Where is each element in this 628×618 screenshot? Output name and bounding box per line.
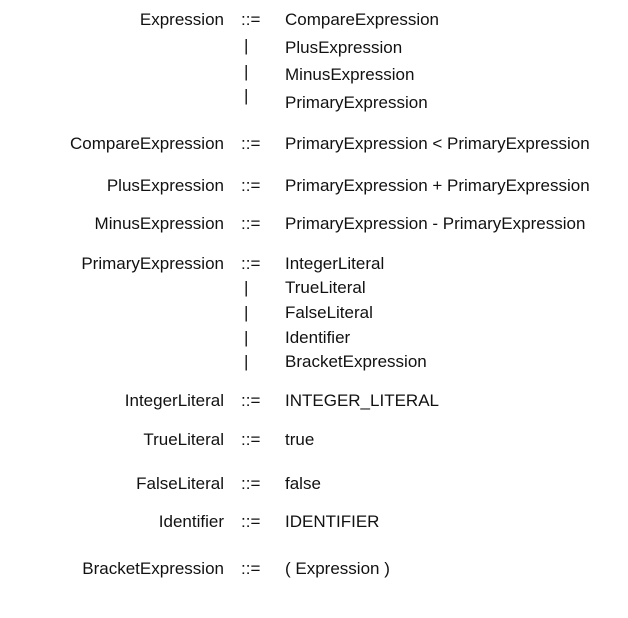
definition-operator: ::= xyxy=(241,134,261,153)
alternative-separator: | xyxy=(244,62,249,81)
rule-name-expression: Expression xyxy=(139,10,224,29)
rule-name-plus-expression: PlusExpression xyxy=(106,176,224,195)
definition-operator: ::= xyxy=(241,430,261,449)
definition-operator: ::= xyxy=(241,214,261,233)
definition-operator: ::= xyxy=(241,254,261,273)
alternative-minus-expression: MinusExpression xyxy=(285,65,415,84)
rule-body-minus-expression: PrimaryExpression - PrimaryExpression xyxy=(285,214,586,233)
rule-name-true-literal: TrueLiteral xyxy=(143,430,224,449)
token-integer-literal: INTEGER_LITERAL xyxy=(285,391,439,410)
rule-name-integer-literal: IntegerLiteral xyxy=(124,391,224,410)
definition-operator: ::= xyxy=(241,474,261,493)
rule-name-minus-expression: MinusExpression xyxy=(94,214,224,233)
keyword-false: false xyxy=(285,474,321,493)
token-identifier: IDENTIFIER xyxy=(285,512,380,531)
rule-name-bracket-expression: BracketExpression xyxy=(82,559,224,578)
rule-name-identifier: Identifier xyxy=(158,512,224,531)
alternative-separator: | xyxy=(244,86,249,105)
alternative-separator: | xyxy=(244,352,249,371)
alternative-integer-literal: IntegerLiteral xyxy=(285,254,385,273)
alternative-separator: | xyxy=(244,328,249,347)
alternative-plus-expression: PlusExpression xyxy=(285,38,403,57)
alternative-bracket-expression: BracketExpression xyxy=(285,352,427,371)
rule-body-plus-expression: PrimaryExpression + PrimaryExpression xyxy=(285,176,590,195)
alternative-separator: | xyxy=(244,303,249,322)
rule-body-bracket-expression: ( Expression ) xyxy=(285,559,390,578)
definition-operator: ::= xyxy=(241,10,261,29)
rule-name-primary-expression: PrimaryExpression xyxy=(81,254,224,273)
definition-operator: ::= xyxy=(241,176,261,195)
definition-operator: ::= xyxy=(241,559,261,578)
rule-body-compare-expression: PrimaryExpression < PrimaryExpression xyxy=(285,134,590,153)
definition-operator: ::= xyxy=(241,512,261,531)
alternative-false-literal: FalseLiteral xyxy=(285,303,373,322)
alternative-true-literal: TrueLiteral xyxy=(285,278,366,297)
rule-name-false-literal: FalseLiteral xyxy=(136,474,224,493)
definition-operator: ::= xyxy=(241,391,261,410)
alternative-separator: | xyxy=(244,36,249,55)
alternative-compare-expression: CompareExpression xyxy=(285,10,440,29)
alternative-separator: | xyxy=(244,278,249,297)
keyword-true: true xyxy=(285,430,315,449)
alternative-primary-expression: PrimaryExpression xyxy=(285,93,428,112)
rule-name-compare-expression: CompareExpression xyxy=(69,134,224,153)
alternative-identifier: Identifier xyxy=(285,328,351,347)
